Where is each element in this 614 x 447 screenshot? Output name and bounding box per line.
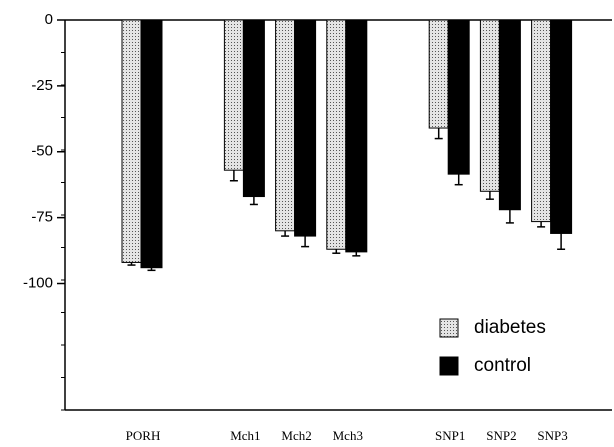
x-tick-label: SNP2 xyxy=(486,428,516,443)
bar xyxy=(550,19,573,234)
x-tick-label: Mch3 xyxy=(333,428,363,443)
x-tick-label: SNP1 xyxy=(435,428,465,443)
bar xyxy=(294,19,317,237)
bar xyxy=(121,19,142,263)
y-tick-label: -100 xyxy=(23,274,53,291)
legend-swatch xyxy=(439,356,459,376)
x-tick-label: PORH xyxy=(126,428,161,443)
bar xyxy=(447,19,470,175)
bar xyxy=(140,19,163,269)
legend-label: control xyxy=(474,355,531,376)
x-tick-label: Mch1 xyxy=(230,428,260,443)
bar xyxy=(242,19,265,198)
bar xyxy=(428,19,449,129)
y-tick-label: 0 xyxy=(45,11,53,28)
x-tick-label: Mch2 xyxy=(281,428,311,443)
bar xyxy=(479,19,500,192)
y-tick-label: -75 xyxy=(31,209,53,226)
bar xyxy=(531,19,552,223)
bar xyxy=(326,19,347,250)
legend-swatch xyxy=(439,318,459,338)
bar xyxy=(498,19,521,211)
bar xyxy=(275,19,296,232)
bar xyxy=(345,19,368,253)
y-tick-label: -50 xyxy=(31,143,53,160)
bar xyxy=(223,19,244,171)
legend-label: diabetes xyxy=(474,317,546,338)
y-tick-label: -25 xyxy=(31,77,53,94)
x-tick-label: SNP3 xyxy=(537,428,567,443)
